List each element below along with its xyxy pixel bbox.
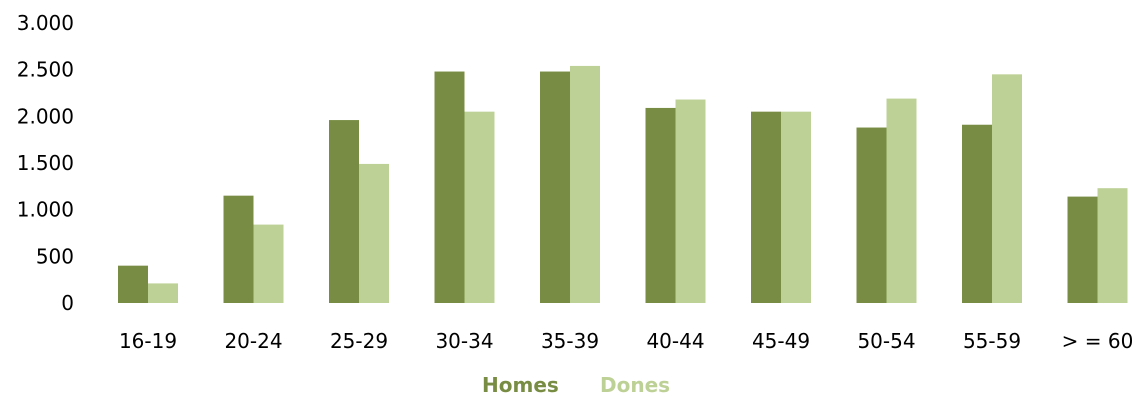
bars [118,65,1128,304]
y-tick-label: 2.500 [17,58,74,82]
bar-homes [645,107,676,303]
legend-item-dones: Dones [600,373,670,394]
x-tick-label: 25-29 [330,329,388,353]
y-tick-label: 2.000 [17,104,74,128]
legend-item-homes: Homes [482,373,559,394]
bar-dones [148,283,178,303]
x-tick-label: > = 60 [1062,329,1134,353]
bar-homes [1067,196,1098,303]
bar-dones [675,99,706,304]
x-tick-label: 45-49 [752,329,810,353]
x-tick-label: 30-34 [435,329,493,353]
bar-dones [781,111,811,304]
x-tick-label: 50-54 [857,329,915,353]
bar-dones [359,163,389,303]
x-tick-label: 40-44 [646,329,704,353]
bar-homes [540,71,570,304]
bar-dones [886,98,917,303]
y-tick-label: 3.000 [17,11,74,35]
x-tick-label: 20-24 [224,329,282,353]
y-tick-label: 1.500 [17,151,74,175]
x-tick-label: 16-19 [119,329,177,353]
x-tick-label: 55-59 [963,329,1021,353]
bar-homes [751,111,781,304]
bar-dones [253,224,284,303]
bar-dones [570,65,600,303]
x-tick-label: 35-39 [541,329,599,353]
bar-homes [329,120,359,303]
bar-homes [434,71,465,304]
bar-homes [223,195,254,303]
y-tick-label: 500 [36,244,74,268]
bar-dones [1097,188,1128,303]
bar-homes [962,124,992,303]
y-tick-label: 0 [61,291,74,315]
y-tick-label: 1.000 [17,198,74,222]
bar-homes [856,127,887,304]
bar-homes [118,265,148,303]
bar-dones [992,74,1022,303]
bar-dones [464,111,495,304]
legend: Homes Dones [482,373,670,394]
y-axis-ticks: 0 500 1.000 1.500 2.000 2.500 3.000 [17,11,74,315]
x-axis-labels: 16-19 20-24 25-29 30-34 35-39 40-44 45-49 50-54… [119,329,1133,353]
